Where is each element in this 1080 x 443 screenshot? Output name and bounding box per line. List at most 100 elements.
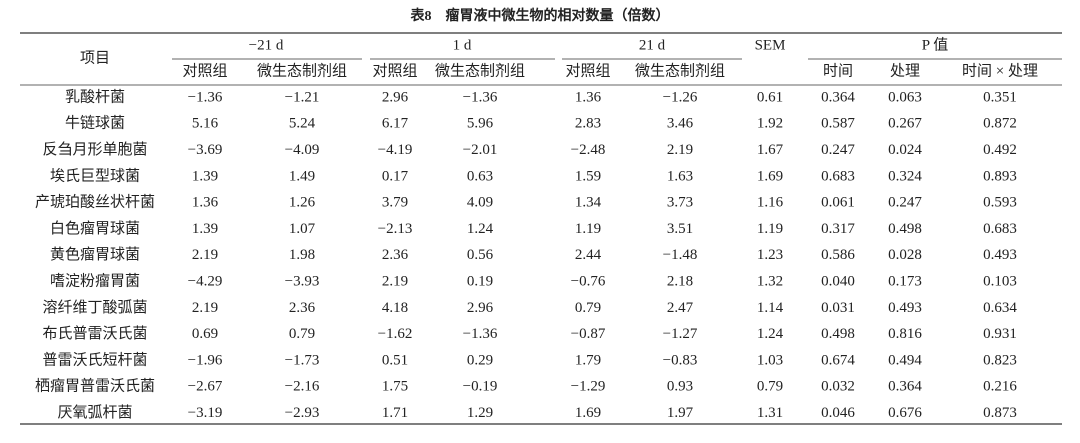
cell: −1.36: [463, 89, 498, 105]
cell: 2.83: [575, 116, 601, 132]
cell: −4.19: [378, 142, 413, 158]
cell: 0.492: [983, 142, 1017, 158]
cell: −1.36: [188, 89, 223, 105]
cell: 0.103: [983, 274, 1017, 290]
cell: 2.19: [382, 274, 408, 290]
cell: 2.18: [667, 274, 693, 290]
cell: 0.816: [888, 326, 922, 342]
cell: 1.98: [289, 247, 315, 263]
cell: 0.676: [888, 405, 922, 421]
row-label: 埃氏巨型球菌: [50, 167, 140, 184]
cell: 3.46: [667, 116, 694, 132]
cell: 0.317: [821, 221, 855, 237]
row-label: 黄色瘤胃球菌: [50, 246, 140, 263]
cell: −3.69: [188, 142, 223, 158]
cell: −0.87: [571, 326, 606, 342]
cell: 1.67: [757, 142, 784, 158]
sub-header: 对照组: [565, 62, 610, 79]
cell: 0.19: [467, 274, 493, 290]
cell: −0.76: [571, 274, 606, 290]
cell: 0.267: [888, 116, 922, 132]
cell: 2.36: [289, 300, 316, 316]
cell: 5.96: [467, 116, 494, 132]
cell: 1.36: [575, 89, 602, 105]
cell: 0.17: [382, 168, 409, 184]
cell: 0.93: [667, 379, 693, 395]
cell: 1.07: [289, 221, 316, 237]
cell: 0.498: [821, 326, 855, 342]
cell: 1.39: [192, 168, 218, 184]
cell: 0.364: [888, 379, 922, 395]
table-title: 表8 瘤胃液中微生物的相对数量（倍数）: [410, 7, 670, 24]
cell: 0.69: [192, 326, 218, 342]
row-label: 栖瘤胃普雷沃氏菌: [35, 378, 155, 395]
cell: 0.593: [983, 195, 1017, 211]
cell: 0.61: [757, 89, 783, 105]
sub-header: 时间 × 处理: [962, 62, 1038, 79]
cell: 1.24: [757, 326, 784, 342]
cell: 1.63: [667, 168, 693, 184]
cell: 1.92: [757, 116, 783, 132]
cell: 1.23: [757, 247, 783, 263]
cell: 1.16: [757, 195, 784, 211]
cell: 1.26: [289, 195, 316, 211]
cell: −2.01: [463, 142, 498, 158]
cell: 4.18: [382, 300, 408, 316]
cell: −1.48: [663, 247, 698, 263]
cell: 0.247: [888, 195, 922, 211]
cell: 1.24: [467, 221, 494, 237]
row-label: 布氏普雷沃氏菌: [42, 325, 147, 342]
cell: 0.061: [821, 195, 855, 211]
cell: 0.494: [888, 352, 922, 368]
cell: 1.19: [575, 221, 601, 237]
row-label: 厌氧弧杆菌: [57, 404, 132, 421]
sub-header: 对照组: [372, 62, 417, 79]
cell: 0.498: [888, 221, 922, 237]
cell: 1.69: [757, 168, 783, 184]
cell: −2.67: [188, 379, 223, 395]
group-header: P 值: [922, 36, 949, 53]
cell: 0.324: [888, 168, 922, 184]
cell: 0.493: [888, 300, 922, 316]
cell: −1.36: [463, 326, 498, 342]
group-header: 21 d: [639, 37, 666, 53]
cell: −4.29: [188, 274, 223, 290]
cell: 2.19: [192, 300, 218, 316]
cell: 1.32: [757, 274, 783, 290]
cell: −2.13: [378, 221, 413, 237]
cell: 0.028: [888, 247, 922, 263]
row-label: 溶纤维丁酸弧菌: [42, 299, 147, 316]
cell: 2.96: [382, 89, 409, 105]
cell: 1.97: [667, 405, 694, 421]
cell: −3.19: [188, 405, 223, 421]
row-label: 白色瘤胃球菌: [50, 220, 140, 237]
cell: 0.351: [983, 89, 1017, 105]
cell: 1.59: [575, 168, 601, 184]
cell: 3.51: [667, 221, 693, 237]
cell: 0.823: [983, 352, 1017, 368]
row-label: 普雷沃氏短杆菌: [42, 351, 147, 368]
cell: 5.16: [192, 116, 219, 132]
cell: 2.19: [667, 142, 693, 158]
cell: 0.031: [821, 300, 855, 316]
cell: 1.31: [757, 405, 783, 421]
cell: −1.29: [571, 379, 606, 395]
cell: 0.56: [467, 247, 494, 263]
cell: 0.63: [467, 168, 493, 184]
cell: 0.931: [983, 326, 1017, 342]
group-header: SEM: [755, 37, 786, 53]
cell: 0.634: [983, 300, 1017, 316]
cell: 0.79: [575, 300, 601, 316]
cell: 2.36: [382, 247, 409, 263]
cell: 1.19: [757, 221, 783, 237]
group-header: −21 d: [249, 37, 284, 53]
cell: 0.493: [983, 247, 1017, 263]
cell: 1.75: [382, 379, 408, 395]
cell: 0.586: [821, 247, 855, 263]
cell: −2.93: [285, 405, 320, 421]
sub-header: 时间: [823, 62, 853, 79]
sub-header: 对照组: [182, 62, 227, 79]
row-label: 反刍月形单胞菌: [42, 141, 147, 158]
cell: 3.73: [667, 195, 693, 211]
